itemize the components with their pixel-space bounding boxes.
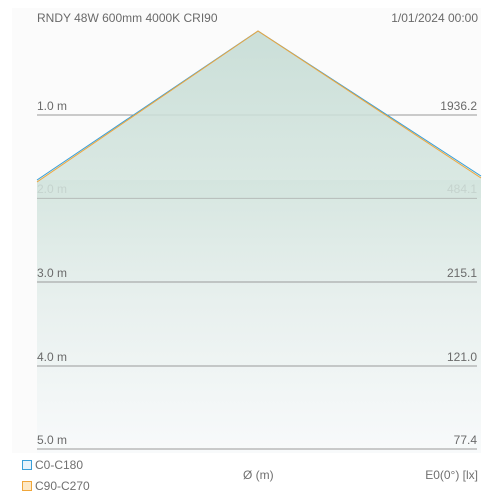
- illuminance-axis-label: E0(0°) [lx]: [425, 468, 478, 482]
- illuminance-value: 1936.2: [440, 99, 477, 113]
- timestamp: 1/01/2024 00:00: [391, 11, 478, 25]
- luminaire-name: RNDY 48W 600mm 4000K CRI90: [37, 11, 218, 25]
- legend-swatch-blue: [22, 460, 32, 470]
- distance-label: 1.0 m: [37, 99, 67, 113]
- lit-area: [37, 180, 481, 453]
- illuminance-value: 215.1: [447, 266, 477, 280]
- distance-label: 4.0 m: [37, 350, 67, 364]
- beam-edge-c90-c270: [36, 30, 482, 183]
- legend-item-c0-c180: C0-C180: [22, 458, 83, 472]
- lit-area-fill: [37, 180, 481, 453]
- legend-label: C90-C270: [35, 479, 90, 493]
- illuminance-value: 121.0: [447, 350, 477, 364]
- beam-fill: [37, 31, 481, 198]
- distance-label: 5.0 m: [37, 433, 67, 447]
- legend-swatch-orange: [22, 481, 32, 491]
- distance-label: 3.0 m: [37, 266, 67, 280]
- beam-cone: [36, 30, 482, 198]
- legend-item-c90-c270: C90-C270: [22, 479, 90, 493]
- diameter-axis-label: Ø (m): [243, 468, 274, 482]
- legend-label: C0-C180: [35, 458, 84, 472]
- illuminance-value: 77.4: [454, 433, 478, 447]
